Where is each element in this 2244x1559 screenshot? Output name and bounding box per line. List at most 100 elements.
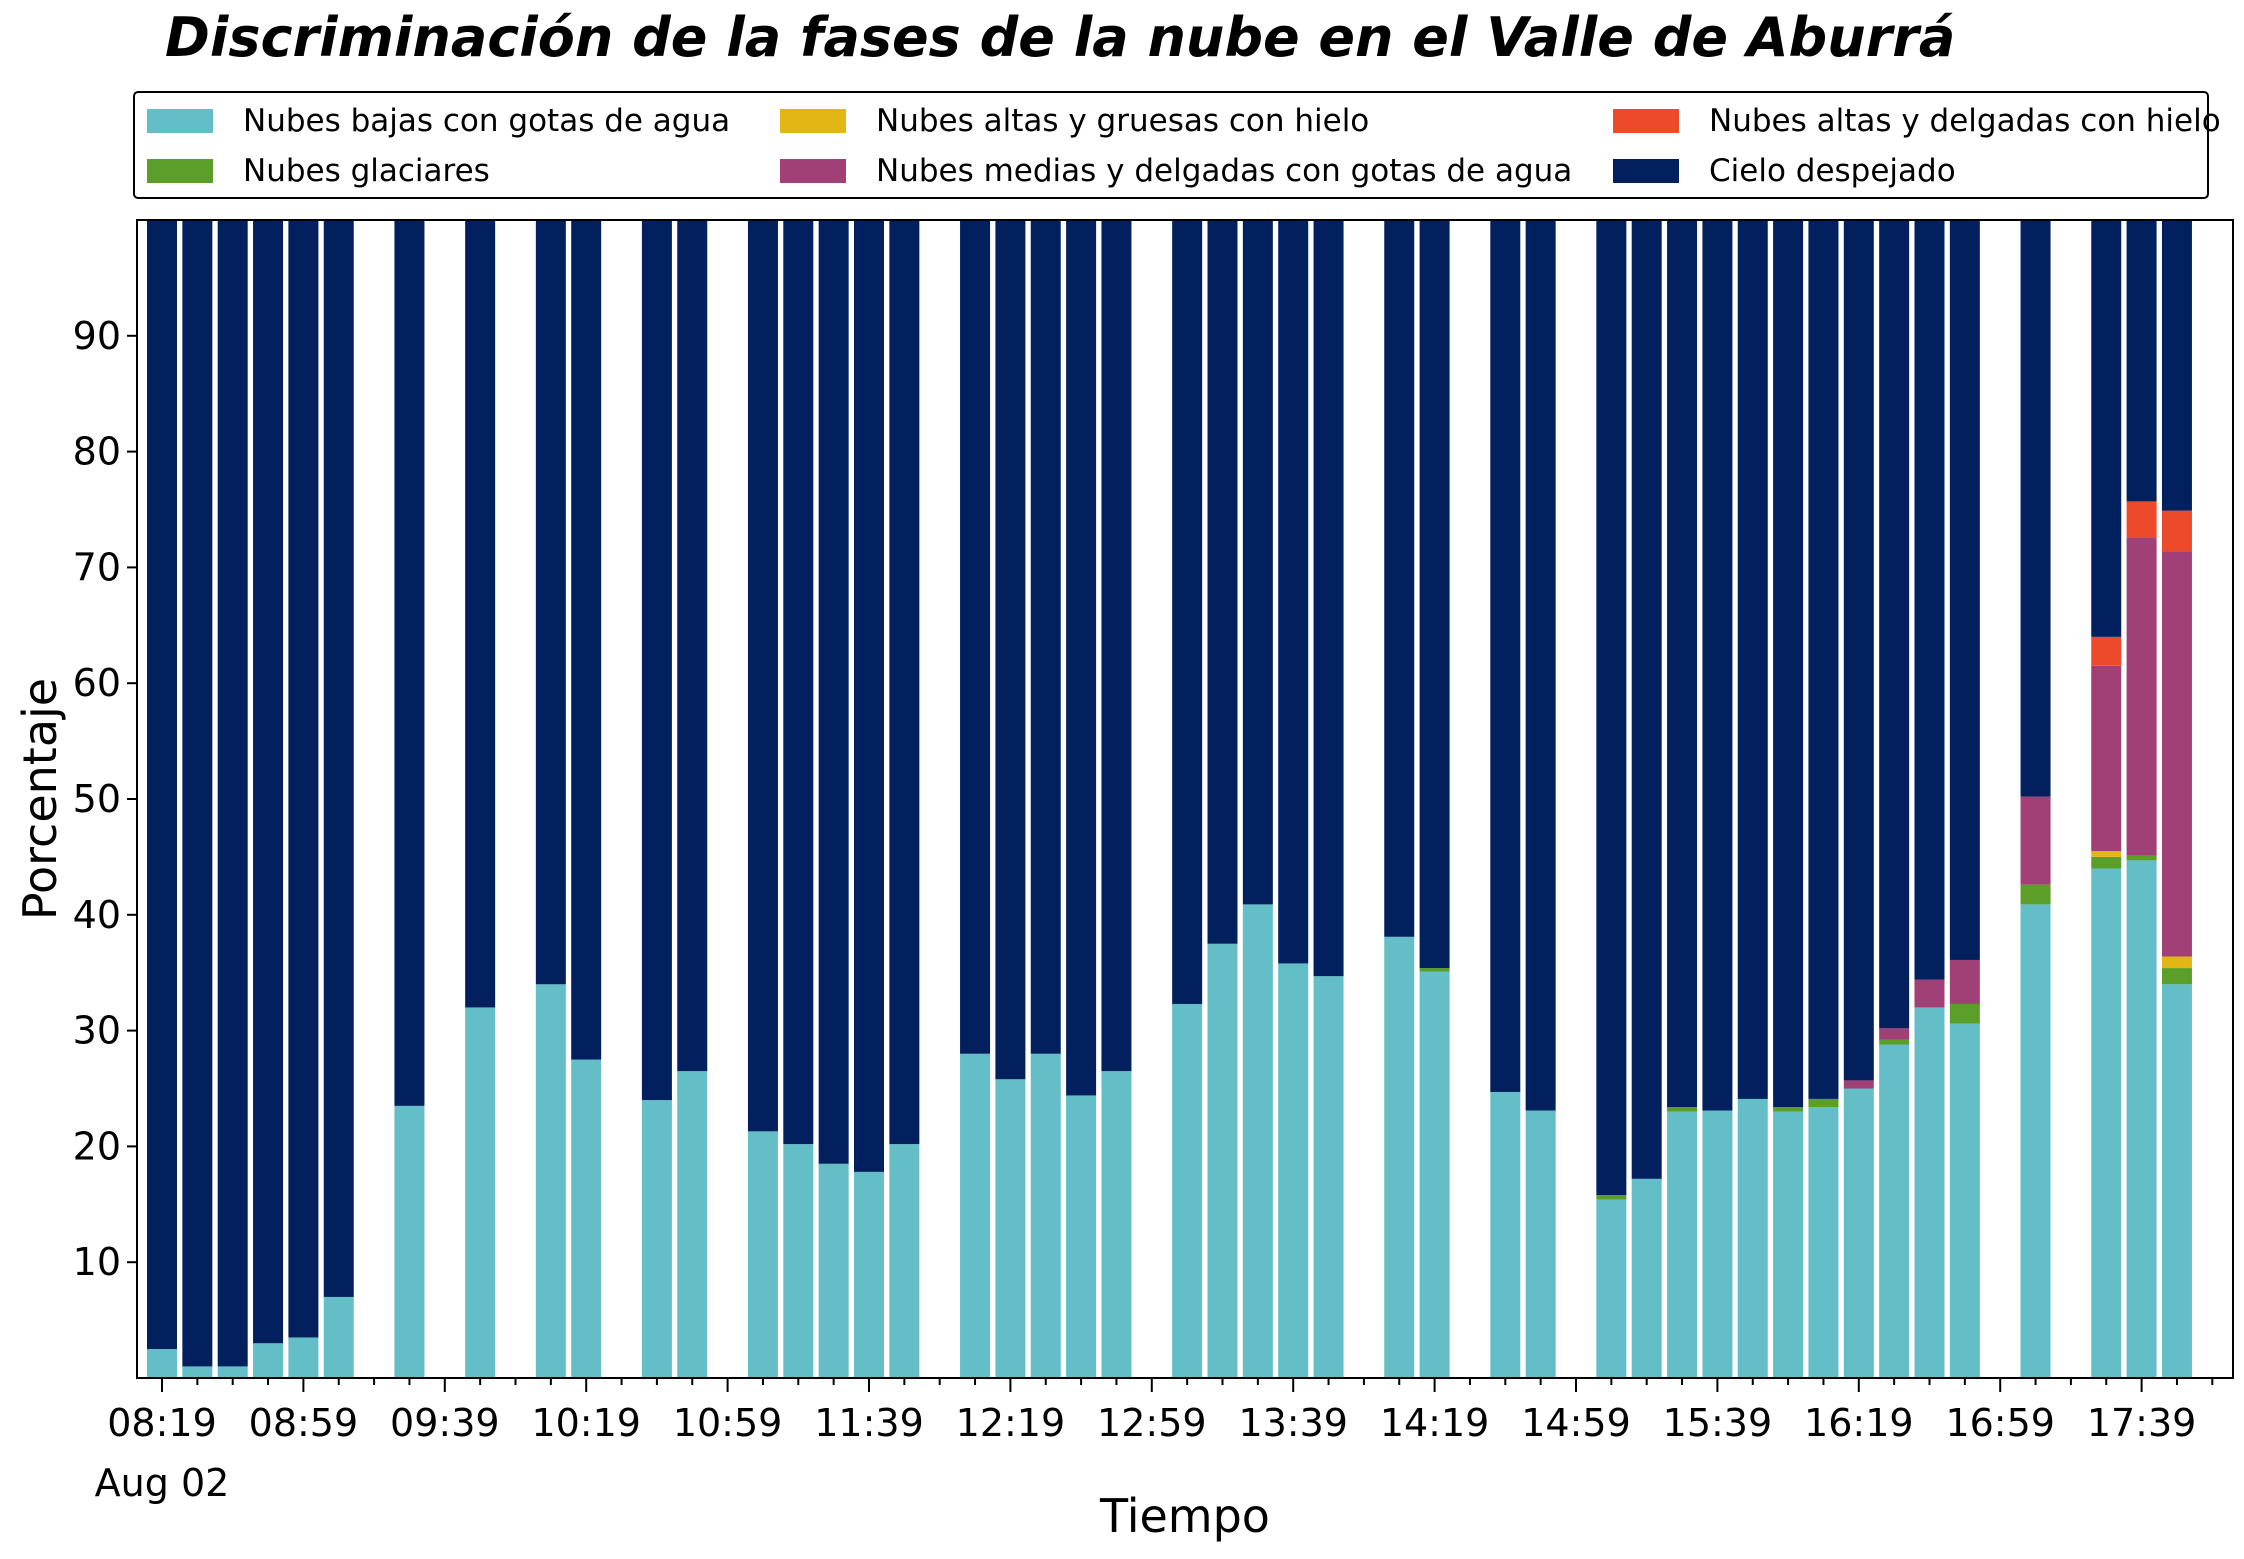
bar-segment-low-water [323,1296,354,1378]
x-tick-label: 10:59 [673,1401,783,1445]
legend-swatch [780,109,846,133]
bar-segment-low-water [147,1349,177,1378]
bar-segment-clear-sky [1066,220,1097,1096]
x-tick-label: 10:19 [531,1401,641,1445]
bar-segment-low-water [1419,971,1450,1378]
bar-segment-clear-sky [1419,220,1450,969]
bar-segment-low-water [1949,1023,1980,1378]
bar-segment-glacial [1773,1107,1804,1112]
x-tick-label: 08:19 [107,1401,217,1445]
bar-segment-low-water [2126,860,2157,1378]
bar-segment-clear-sky [1631,220,1662,1179]
x-tick-label: 08:59 [249,1401,359,1445]
bar-segment-high-thin-ice [2091,636,2122,666]
bar-segment-clear-sky [1702,220,1733,1111]
bar-segment-clear-sky [1384,220,1415,937]
legend-swatch [1613,109,1679,133]
bar-segment-low-water [1490,1091,1521,1378]
bar-segment-low-water [217,1366,248,1378]
bar-segment-low-water [253,1343,284,1378]
bar-segment-low-water [1030,1053,1061,1378]
bar-segment-clear-sky [182,220,213,1367]
legend-swatch [1613,159,1679,183]
bar-segment-clear-sky [1172,220,1203,1004]
bar-segment-clear-sky [1030,220,1061,1054]
bar-segment-mid-thin-water [1843,1080,1874,1089]
bar-segment-low-water [1702,1110,1733,1378]
bar-segment-clear-sky [1808,220,1839,1099]
x-axis-label: Tiempo [1099,1489,1270,1543]
y-tick-label: 70 [73,545,121,589]
bar-segment-glacial [2091,856,2122,869]
bar-segment-mid-thin-water [1879,1028,1910,1040]
legend-swatch [147,109,213,133]
bar-segment-low-water [571,1059,602,1378]
x-tick-label: 12:19 [956,1401,1066,1445]
bar-segment-clear-sky [571,220,602,1060]
bar-segment-low-water [465,1007,496,1378]
bar-segment-clear-sky [1773,220,1804,1108]
y-tick-label: 20 [73,1124,121,1168]
bar-segment-low-water [783,1144,814,1378]
bar-segment-clear-sky [1737,220,1768,1099]
legend-swatch [147,159,213,183]
bar-segment-low-water [1242,904,1273,1378]
bar-segment-low-water [2161,984,2192,1378]
bar-segment-clear-sky [1242,220,1273,905]
y-tick-label: 60 [73,661,121,705]
bar-segment-low-water [2091,868,2122,1378]
bar-segment-clear-sky [783,220,814,1145]
bar-segment-glacial [1808,1098,1839,1108]
bar-segment-low-water [1596,1199,1627,1378]
bar-segment-clear-sky [677,220,708,1072]
legend-item-high-thin-ice: Nubes altas y delgadas con hielo [1613,101,2221,141]
bar-segment-clear-sky [2020,220,2051,797]
chart-title: Discriminación de la fases de la nube en… [165,6,1956,69]
bar-segment-clear-sky [147,220,177,1350]
bar-segment-low-water [1914,1007,1945,1378]
bar-segment-clear-sky [2126,220,2157,502]
x-tick-label: 12:59 [1097,1401,1207,1445]
bar-segment-clear-sky [465,220,496,1008]
x-tick-label: 11:39 [814,1401,924,1445]
bar-segment-high-thick-ice [2091,851,2122,857]
bar-segment-low-water [641,1100,672,1378]
bar-segment-clear-sky [1949,220,1980,960]
bar-segment-low-water [1101,1071,1132,1378]
legend-label: Cielo despejado [1709,153,1956,189]
bar-segment-clear-sky [1914,220,1945,980]
bar-segment-low-water [818,1163,849,1378]
bar-segment-clear-sky [1278,220,1309,964]
legend-item-high-thick-ice: Nubes altas y gruesas con hielo [780,101,1369,141]
bar-segment-clear-sky [995,220,1026,1080]
bar-segment-low-water [960,1053,991,1378]
legend-item-glacial: Nubes glaciares [147,151,490,191]
bar-segment-low-water [1278,963,1309,1378]
bar-segment-clear-sky [535,220,566,985]
bar-segment-high-thick-ice [2161,956,2192,969]
x-tick-label: 14:19 [1380,1401,1490,1445]
bar-segment-low-water [1066,1095,1097,1378]
bar-segment-low-water [1207,943,1238,1378]
bar-segment-glacial [1667,1107,1698,1112]
bar-segment-clear-sky [1525,220,1556,1111]
bar-segment-mid-thin-water [1949,959,1980,1004]
bar-segment-clear-sky [1843,220,1874,1081]
bar-segment-clear-sky [288,220,319,1338]
x-tick-label: 09:39 [390,1401,500,1445]
bar-segment-low-water [1773,1111,1804,1378]
bar-segment-mid-thin-water [1914,979,1945,1008]
y-tick-label: 40 [73,893,121,937]
bar-segment-low-water [854,1171,884,1378]
bar-segment-low-water [995,1079,1026,1378]
x-tick-label: 16:19 [1804,1401,1914,1445]
y-tick-label: 10 [73,1240,121,1284]
bar-segment-low-water [394,1105,425,1378]
y-tick-label: 30 [73,1009,121,1053]
legend-item-mid-thin-water: Nubes medias y delgadas con gotas de agu… [780,151,1572,191]
bar-segment-low-water [1737,1098,1768,1378]
bar-segment-low-water [677,1071,708,1378]
bar-segment-low-water [1879,1044,1910,1378]
bar-segment-clear-sky [2161,220,2192,511]
bar-segment-glacial [1949,1003,1980,1024]
